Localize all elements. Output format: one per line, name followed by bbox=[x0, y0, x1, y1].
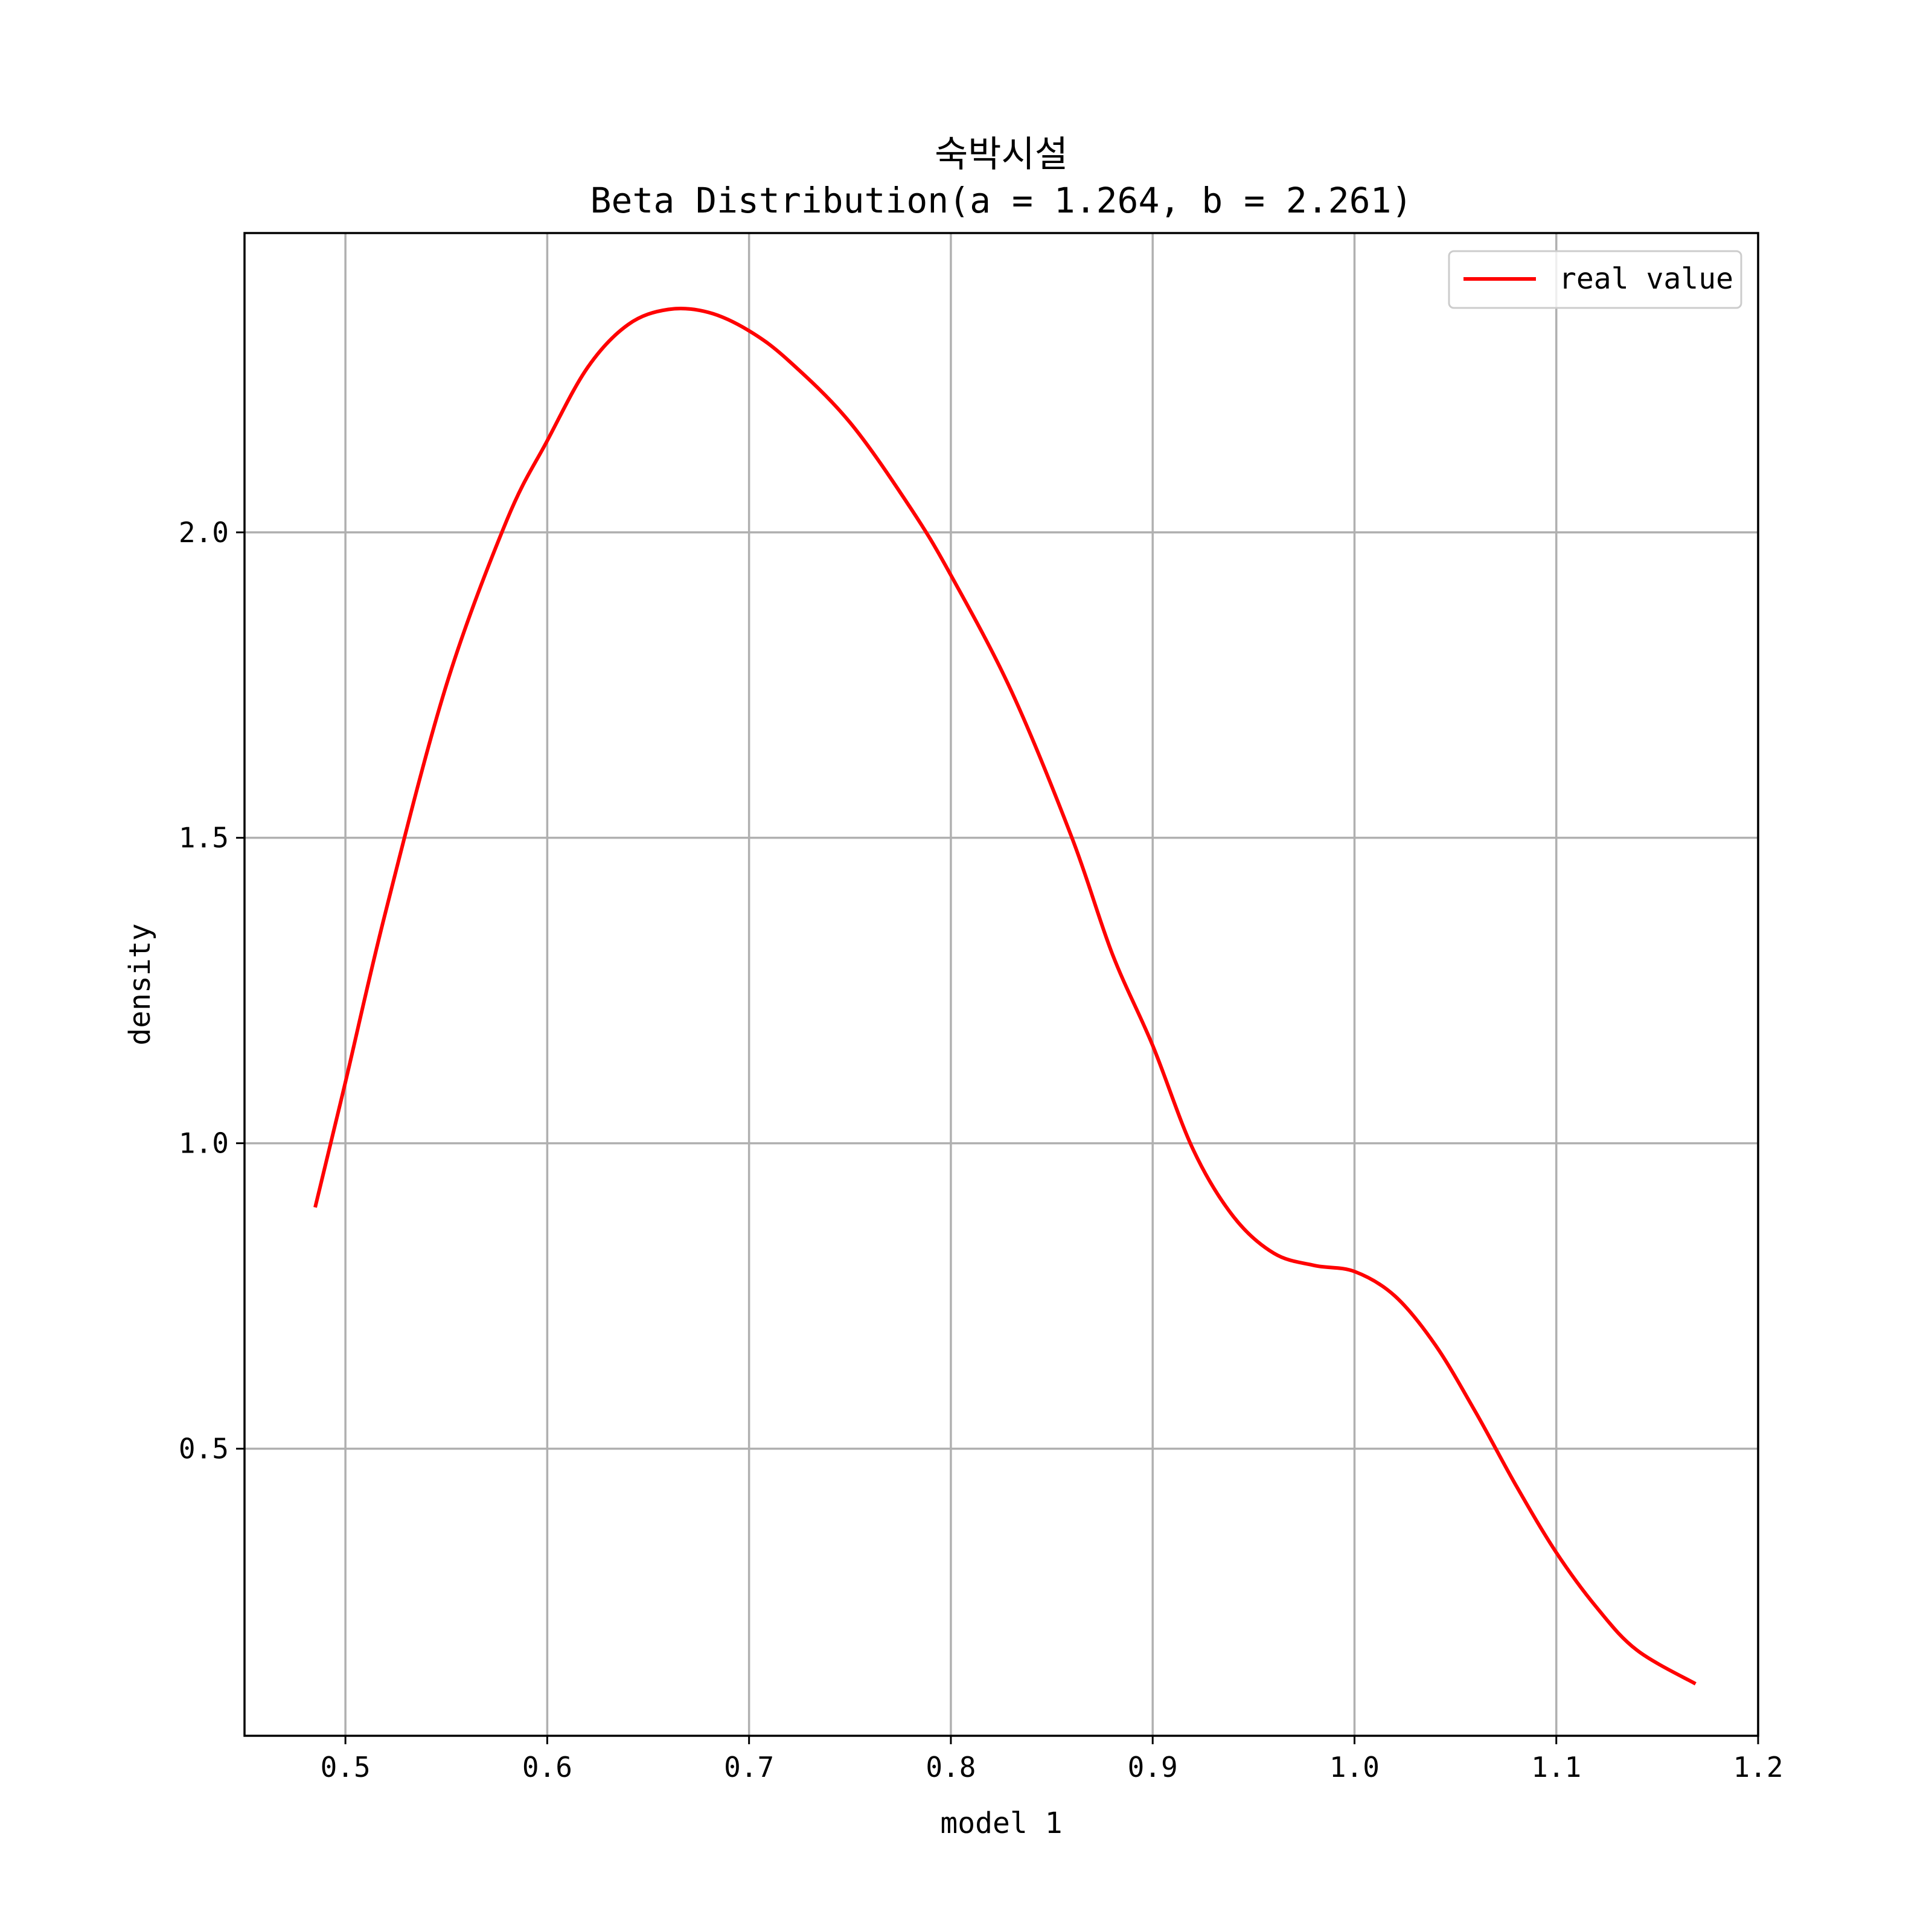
x-tick-label: 1.0 bbox=[1329, 1751, 1380, 1783]
axis-ticks: 0.5 0.6 0.7 0.8 0.9 1.0 1.1 1.2 0.5 1.0 1.5 2.0 bbox=[179, 516, 1783, 1783]
x-axis-label: model 1 bbox=[940, 1806, 1062, 1840]
legend-label: real value bbox=[1559, 262, 1733, 296]
y-tick-label: 2.0 bbox=[179, 516, 229, 549]
y-tick-label: 0.5 bbox=[179, 1432, 229, 1465]
x-tick-label: 0.9 bbox=[1128, 1751, 1178, 1783]
x-tick-label: 0.8 bbox=[926, 1751, 976, 1783]
x-tick-label: 0.5 bbox=[321, 1751, 371, 1783]
plot-frame bbox=[243, 232, 1759, 1737]
y-tick-label: 1.5 bbox=[179, 822, 229, 854]
series-layer bbox=[313, 306, 1697, 1686]
series-line bbox=[313, 306, 1697, 1686]
chart-title: 숙박시설 bbox=[935, 133, 1068, 176]
x-tick-label: 1.2 bbox=[1733, 1751, 1783, 1783]
y-tick-label: 1.0 bbox=[179, 1127, 229, 1160]
x-tick-label: 0.6 bbox=[522, 1751, 572, 1783]
y-axis-label: density bbox=[123, 923, 157, 1045]
legend: real value bbox=[1448, 250, 1742, 309]
chart-subtitle: Beta Distribution(a = 1.264, b = 2.261) bbox=[590, 180, 1413, 221]
x-tick-label: 1.1 bbox=[1531, 1751, 1581, 1783]
x-tick-label: 0.7 bbox=[724, 1751, 774, 1783]
legend-box bbox=[1448, 250, 1742, 309]
